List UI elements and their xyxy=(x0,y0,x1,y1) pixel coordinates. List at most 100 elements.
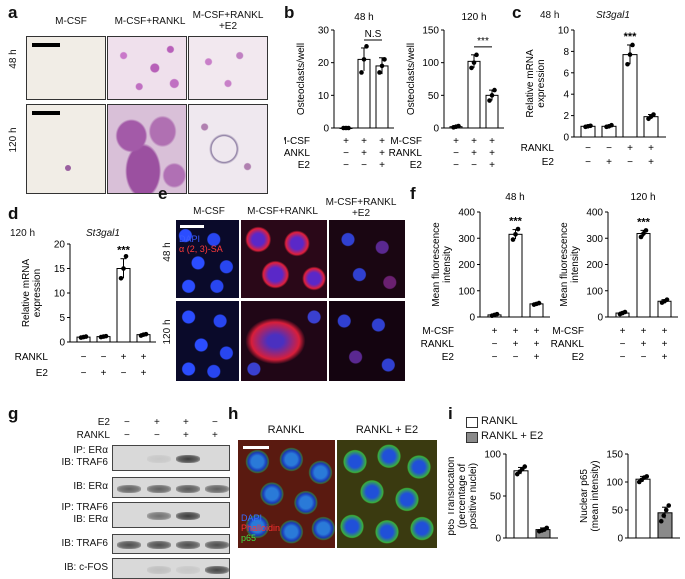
data-point xyxy=(513,232,518,237)
h-stain-phalloidin: Phalloidin xyxy=(241,523,281,533)
condition-sign: − xyxy=(492,352,498,363)
legend-label-rankl: RANKL xyxy=(481,415,518,427)
e-micro-rankl-120 xyxy=(241,301,327,381)
blot-band xyxy=(176,565,200,574)
e-col-3: M-CSF+RANKL +E2 xyxy=(325,197,397,219)
panel-d-label: d xyxy=(8,204,19,223)
blot-band xyxy=(176,541,200,549)
data-point xyxy=(625,61,630,67)
g-condition-sign: + xyxy=(183,417,189,428)
y-tick-label: 300 xyxy=(586,234,603,245)
y-axis-label: Mean fluorescence xyxy=(431,222,442,307)
c-time: 48 h xyxy=(540,10,560,21)
legend-swatch-rankl-e2 xyxy=(466,432,478,443)
scale-bar xyxy=(32,43,60,47)
y-tick-label: 0 xyxy=(617,534,623,545)
y-tick-label: 100 xyxy=(422,58,439,69)
data-point xyxy=(630,42,635,48)
a-row-48h: 48 h xyxy=(8,49,19,69)
condition-sign: − xyxy=(453,160,459,171)
panel-c-chart: 0 2 4 6 8 10 Relative mRNA expression *** RANKL − −… xyxy=(521,26,666,168)
condition-label: M-CSF xyxy=(552,326,584,337)
g-condition-sign: + xyxy=(154,417,160,428)
data-point xyxy=(471,60,477,65)
significance-label: N.S xyxy=(365,29,382,40)
a-micro-e2-48 xyxy=(188,36,268,100)
y-axis-label: p65 Translocation xyxy=(448,457,457,536)
condition-sign: + xyxy=(648,157,654,168)
condition-label: RANKL xyxy=(521,143,555,154)
blot-band xyxy=(147,541,171,549)
data-point xyxy=(382,57,387,62)
panel-g-label: g xyxy=(8,404,19,423)
condition-sign: + xyxy=(453,136,459,147)
e-col-1: M-CSF xyxy=(193,206,225,217)
scale-bar xyxy=(243,446,269,449)
blot-band xyxy=(176,512,200,520)
e-stain-sa: α (2, 3)-SA xyxy=(179,244,223,254)
panel-i-charts: 0 50 100 p65 Translocation (percentage of pos… xyxy=(448,450,680,545)
e-col-2: M-CSF+RANKL xyxy=(247,206,318,217)
data-point xyxy=(643,228,649,233)
condition-sign: + xyxy=(534,326,540,337)
data-point xyxy=(622,309,628,315)
data-point xyxy=(536,300,542,306)
bar xyxy=(375,65,389,129)
condition-sign: + xyxy=(361,148,367,159)
chart-title: 120 h xyxy=(461,12,486,23)
condition-sign: + xyxy=(534,339,540,350)
condition-label: E2 xyxy=(572,352,585,363)
y-tick-label: 5 xyxy=(59,313,65,324)
a-col-1: M-CSF xyxy=(55,16,87,27)
condition-sign: − xyxy=(361,160,367,171)
y-tick-label: 10 xyxy=(558,26,570,37)
chart-title: 48 h xyxy=(505,192,524,203)
data-point xyxy=(121,266,126,271)
y-tick-label: 100 xyxy=(484,450,501,461)
y-tick-label: 200 xyxy=(586,260,603,271)
data-point xyxy=(346,125,351,131)
condition-sign: + xyxy=(471,136,477,147)
data-point xyxy=(664,297,670,302)
data-point xyxy=(377,70,382,75)
a-micro-rankl-120 xyxy=(107,104,187,194)
g-blot-label: IB: TRAF6 xyxy=(61,538,109,549)
condition-sign: + xyxy=(343,136,349,147)
condition-sign: + xyxy=(513,326,519,337)
y-tick-label: 200 xyxy=(458,260,475,271)
data-point xyxy=(456,123,461,129)
y-tick-label: 50 xyxy=(490,492,502,503)
condition-sign: − xyxy=(121,368,127,379)
y-tick-label: 10 xyxy=(54,289,66,300)
condition-sign: + xyxy=(620,326,626,337)
y-tick-label: 10 xyxy=(318,91,330,102)
data-point xyxy=(661,513,667,518)
condition-sign: + xyxy=(662,339,668,350)
condition-sign: − xyxy=(585,157,591,168)
y-tick-label: 150 xyxy=(606,450,623,461)
condition-sign: + xyxy=(489,136,495,147)
bar xyxy=(467,60,481,129)
g-condition-label: E2 xyxy=(97,417,110,428)
bar xyxy=(636,233,651,318)
western-blot xyxy=(112,558,230,579)
data-point xyxy=(510,237,516,242)
y-tick-label: 20 xyxy=(318,58,330,69)
condition-sign: + xyxy=(662,326,668,337)
a-row-120h: 120 h xyxy=(8,127,19,153)
condition-label: M-CSF xyxy=(422,326,454,337)
y-axis-label: positive nuclei) xyxy=(468,463,479,529)
condition-sign: − xyxy=(606,143,612,154)
condition-sign: − xyxy=(471,160,477,171)
y-axis-label: Relative mRNA xyxy=(21,259,32,328)
a-micro-rankl-48 xyxy=(107,36,187,100)
g-blot-label: IB: ERα xyxy=(73,481,108,492)
y-tick-label: 0 xyxy=(469,313,475,324)
scale-bar xyxy=(180,225,204,228)
y-tick-label: 0 xyxy=(597,313,603,324)
blot-band xyxy=(205,541,229,549)
condition-sign: + xyxy=(513,339,519,350)
chart-title: 120 h xyxy=(630,192,655,203)
condition-sign: − xyxy=(81,368,87,379)
y-tick-label: 50 xyxy=(612,506,624,517)
